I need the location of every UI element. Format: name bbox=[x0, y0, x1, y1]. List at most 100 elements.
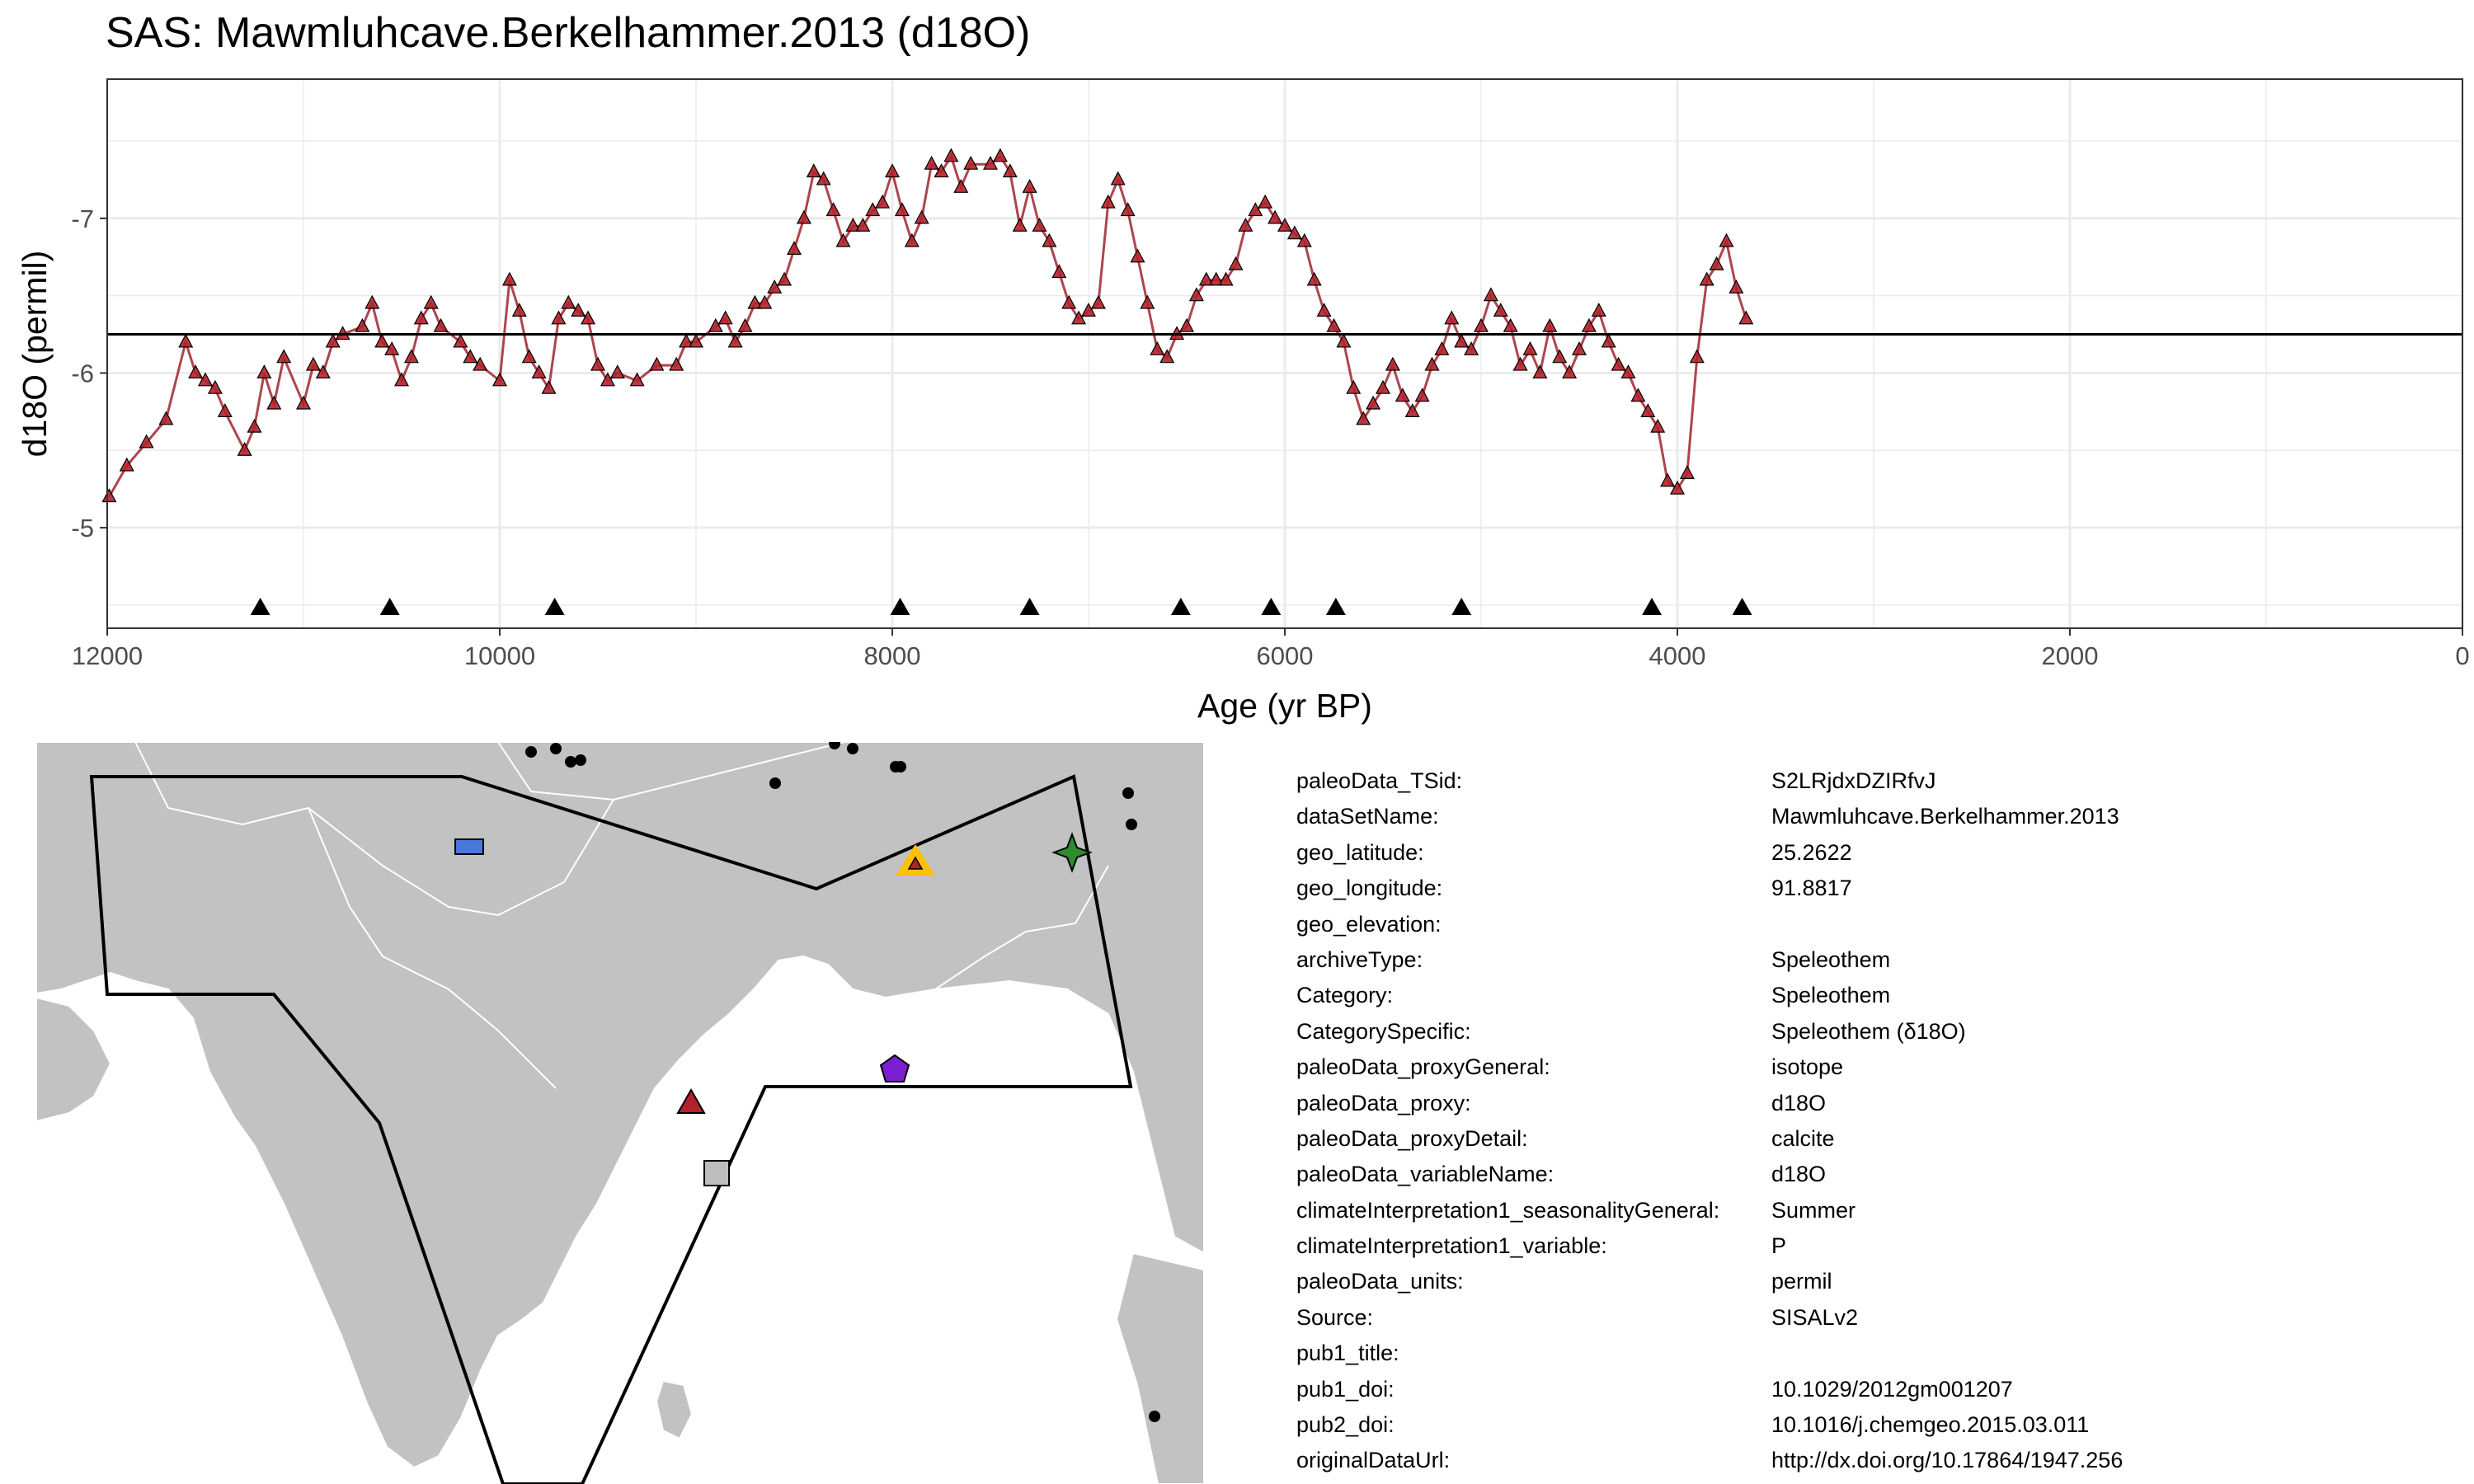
map-site-dot bbox=[550, 743, 562, 754]
metadata-value: 10.1029/2012gm001207 bbox=[1771, 1376, 2013, 1402]
data-point bbox=[1081, 303, 1096, 317]
metadata-key: archiveType: bbox=[1296, 946, 1423, 972]
data-point bbox=[885, 163, 900, 178]
metadata-value: P bbox=[1771, 1233, 1787, 1259]
data-point bbox=[1090, 294, 1106, 309]
metadata-value: SISALv2 bbox=[1771, 1304, 1859, 1330]
data-point bbox=[914, 209, 929, 224]
site-purple-pentagon bbox=[879, 1054, 910, 1082]
data-point bbox=[894, 202, 910, 217]
metadata-key: climateInterpretation1_seasonalityGenera… bbox=[1296, 1197, 1720, 1223]
data-point bbox=[1032, 217, 1047, 232]
data-point bbox=[571, 303, 586, 317]
data-point bbox=[1542, 317, 1558, 332]
data-point bbox=[1218, 271, 1234, 286]
data-point bbox=[1699, 271, 1714, 286]
y-tick-label: -6 bbox=[71, 359, 94, 387]
y-tick-label: -5 bbox=[71, 514, 94, 542]
data-point bbox=[1660, 472, 1676, 487]
metadata-key: geo_latitude: bbox=[1296, 839, 1424, 865]
data-point bbox=[1228, 256, 1244, 270]
age-control-marker bbox=[544, 598, 565, 615]
data-point bbox=[816, 171, 831, 186]
data-point bbox=[1356, 411, 1371, 425]
data-point bbox=[1100, 194, 1116, 209]
data-point bbox=[1581, 317, 1597, 332]
data-point bbox=[581, 310, 596, 325]
map-site-dot bbox=[1122, 787, 1134, 799]
data-point bbox=[551, 310, 567, 325]
data-point bbox=[266, 395, 282, 410]
data-point bbox=[806, 163, 821, 178]
metadata-key: paleoData_units: bbox=[1296, 1269, 1464, 1294]
map-site-dot bbox=[575, 754, 586, 766]
map-site-dot bbox=[525, 746, 537, 758]
data-point bbox=[1296, 232, 1312, 247]
metadata-value: Speleothem bbox=[1771, 983, 1891, 1008]
data-point bbox=[796, 209, 811, 224]
age-control-marker bbox=[1170, 598, 1191, 615]
map-landmass-asia bbox=[36, 742, 1204, 1469]
age-control-marker bbox=[1732, 598, 1752, 615]
data-point bbox=[394, 372, 409, 387]
data-point bbox=[1346, 379, 1362, 394]
metadata-row: paleoData_units: permil bbox=[1296, 1264, 2451, 1299]
metadata-value: Mawmluhcave.Berkelhammer.2013 bbox=[1771, 804, 2119, 829]
data-point bbox=[983, 155, 998, 170]
data-point bbox=[296, 395, 311, 410]
data-point bbox=[1061, 294, 1077, 309]
data-point bbox=[1012, 217, 1028, 232]
data-point bbox=[101, 488, 117, 503]
metadata-key: originalDataUrl: bbox=[1296, 1448, 1451, 1473]
metadata-value: 91.8817 bbox=[1771, 876, 1852, 901]
data-point bbox=[904, 232, 920, 247]
data-point bbox=[365, 294, 380, 309]
data-point bbox=[992, 148, 1008, 162]
chart-title: SAS: Mawmluhcave.Berkelhammer.2013 (d18O… bbox=[106, 9, 1031, 57]
data-point bbox=[777, 271, 793, 286]
data-point bbox=[433, 317, 449, 332]
data-point bbox=[1414, 387, 1430, 402]
site-green-star bbox=[1051, 832, 1093, 873]
data-point bbox=[1258, 194, 1273, 209]
data-point bbox=[855, 217, 871, 232]
data-point bbox=[217, 403, 233, 417]
data-point bbox=[315, 364, 331, 379]
x-tick-label: 10000 bbox=[464, 641, 535, 670]
data-point bbox=[561, 294, 576, 309]
metadata-value: calcite bbox=[1771, 1125, 1835, 1151]
data-point bbox=[600, 372, 615, 387]
map-site-dot bbox=[1126, 819, 1137, 830]
metadata-value: Speleothem bbox=[1771, 946, 1891, 972]
data-point bbox=[767, 279, 783, 294]
x-axis-title: Age (yr BP) bbox=[1197, 687, 1372, 725]
series-line bbox=[108, 153, 1747, 498]
data-point bbox=[934, 163, 949, 178]
data-point bbox=[188, 364, 204, 379]
data-point bbox=[1130, 248, 1145, 263]
axis-layer: 12000 10000 8000 6000 4000 2000 0 -7 -6 -5 bbox=[71, 204, 2469, 670]
map-site-dot bbox=[565, 756, 576, 768]
data-point bbox=[1336, 333, 1352, 348]
data-point bbox=[1562, 364, 1578, 379]
age-control-marker bbox=[1325, 598, 1346, 615]
x-tick-label: 2000 bbox=[2042, 641, 2099, 670]
d18o-timeseries-chart: 12000 10000 8000 6000 4000 2000 0 -7 -6 -5 Age (y… bbox=[16, 78, 2470, 725]
metadata-key: pub2_doi: bbox=[1296, 1412, 1395, 1438]
data-point bbox=[384, 341, 400, 355]
data-point bbox=[1395, 387, 1410, 402]
metadata-value: permil bbox=[1771, 1269, 1832, 1294]
data-point bbox=[1140, 294, 1155, 309]
data-point bbox=[541, 379, 557, 394]
data-point bbox=[1738, 310, 1754, 325]
map-landmass-srilanka bbox=[655, 1379, 694, 1440]
data-point bbox=[1208, 271, 1224, 286]
data-point bbox=[1159, 349, 1175, 364]
data-point bbox=[139, 434, 154, 448]
data-point bbox=[473, 356, 488, 371]
metadata-value: http://dx.doi.org/10.17864/1947.256 bbox=[1771, 1448, 2124, 1473]
data-point bbox=[511, 303, 527, 317]
x-tick-label: 6000 bbox=[1257, 641, 1314, 670]
metadata-key: paleoData_proxy: bbox=[1296, 1090, 1471, 1115]
map-site-dot bbox=[847, 743, 858, 754]
